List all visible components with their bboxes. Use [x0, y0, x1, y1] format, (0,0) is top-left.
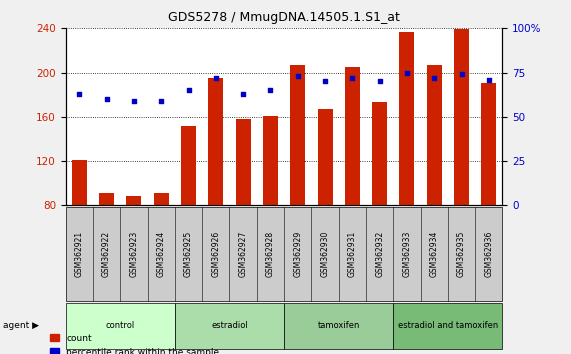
- Point: [320, 79, 329, 84]
- Text: GSM362930: GSM362930: [320, 231, 329, 277]
- Point: [184, 87, 193, 93]
- Text: GSM362936: GSM362936: [484, 231, 493, 277]
- Text: GSM362921: GSM362921: [75, 231, 84, 277]
- Point: [130, 98, 139, 104]
- Bar: [154, 193, 168, 205]
- Bar: [317, 109, 332, 205]
- Text: GSM362929: GSM362929: [293, 231, 302, 277]
- Point: [102, 96, 111, 102]
- Bar: [263, 116, 278, 205]
- Bar: [454, 29, 469, 205]
- Point: [156, 98, 166, 104]
- Bar: [290, 65, 305, 205]
- Point: [429, 75, 439, 81]
- Point: [375, 79, 384, 84]
- Point: [348, 75, 357, 81]
- Text: estradiol and tamoxifen: estradiol and tamoxifen: [398, 321, 498, 330]
- Text: GSM362935: GSM362935: [457, 231, 466, 277]
- Text: GSM362925: GSM362925: [184, 231, 193, 277]
- Text: GSM362922: GSM362922: [102, 231, 111, 277]
- Point: [239, 91, 248, 97]
- Text: GSM362924: GSM362924: [156, 231, 166, 277]
- Text: GSM362932: GSM362932: [375, 231, 384, 277]
- Bar: [236, 119, 251, 205]
- Bar: [72, 160, 87, 205]
- Text: GSM362927: GSM362927: [239, 231, 248, 277]
- Text: GSM362923: GSM362923: [130, 231, 138, 277]
- Bar: [99, 193, 114, 205]
- Legend: count, percentile rank within the sample: count, percentile rank within the sample: [50, 334, 220, 354]
- Point: [403, 70, 412, 75]
- Text: GSM362934: GSM362934: [430, 231, 439, 277]
- Bar: [126, 196, 142, 205]
- Bar: [345, 67, 360, 205]
- Bar: [427, 65, 442, 205]
- Text: agent ▶: agent ▶: [3, 321, 39, 330]
- Bar: [181, 126, 196, 205]
- Bar: [481, 82, 496, 205]
- Text: GDS5278 / MmugDNA.14505.1.S1_at: GDS5278 / MmugDNA.14505.1.S1_at: [168, 11, 400, 24]
- Point: [457, 72, 466, 77]
- Text: control: control: [106, 321, 135, 330]
- Bar: [372, 102, 387, 205]
- Point: [211, 75, 220, 81]
- Point: [484, 77, 493, 82]
- Text: tamoxifen: tamoxifen: [317, 321, 360, 330]
- Point: [75, 91, 84, 97]
- Bar: [208, 78, 223, 205]
- Text: GSM362933: GSM362933: [403, 231, 412, 277]
- Point: [266, 87, 275, 93]
- Bar: [400, 32, 415, 205]
- Text: GSM362926: GSM362926: [211, 231, 220, 277]
- Text: GSM362931: GSM362931: [348, 231, 357, 277]
- Point: [293, 73, 302, 79]
- Text: GSM362928: GSM362928: [266, 231, 275, 277]
- Text: estradiol: estradiol: [211, 321, 248, 330]
